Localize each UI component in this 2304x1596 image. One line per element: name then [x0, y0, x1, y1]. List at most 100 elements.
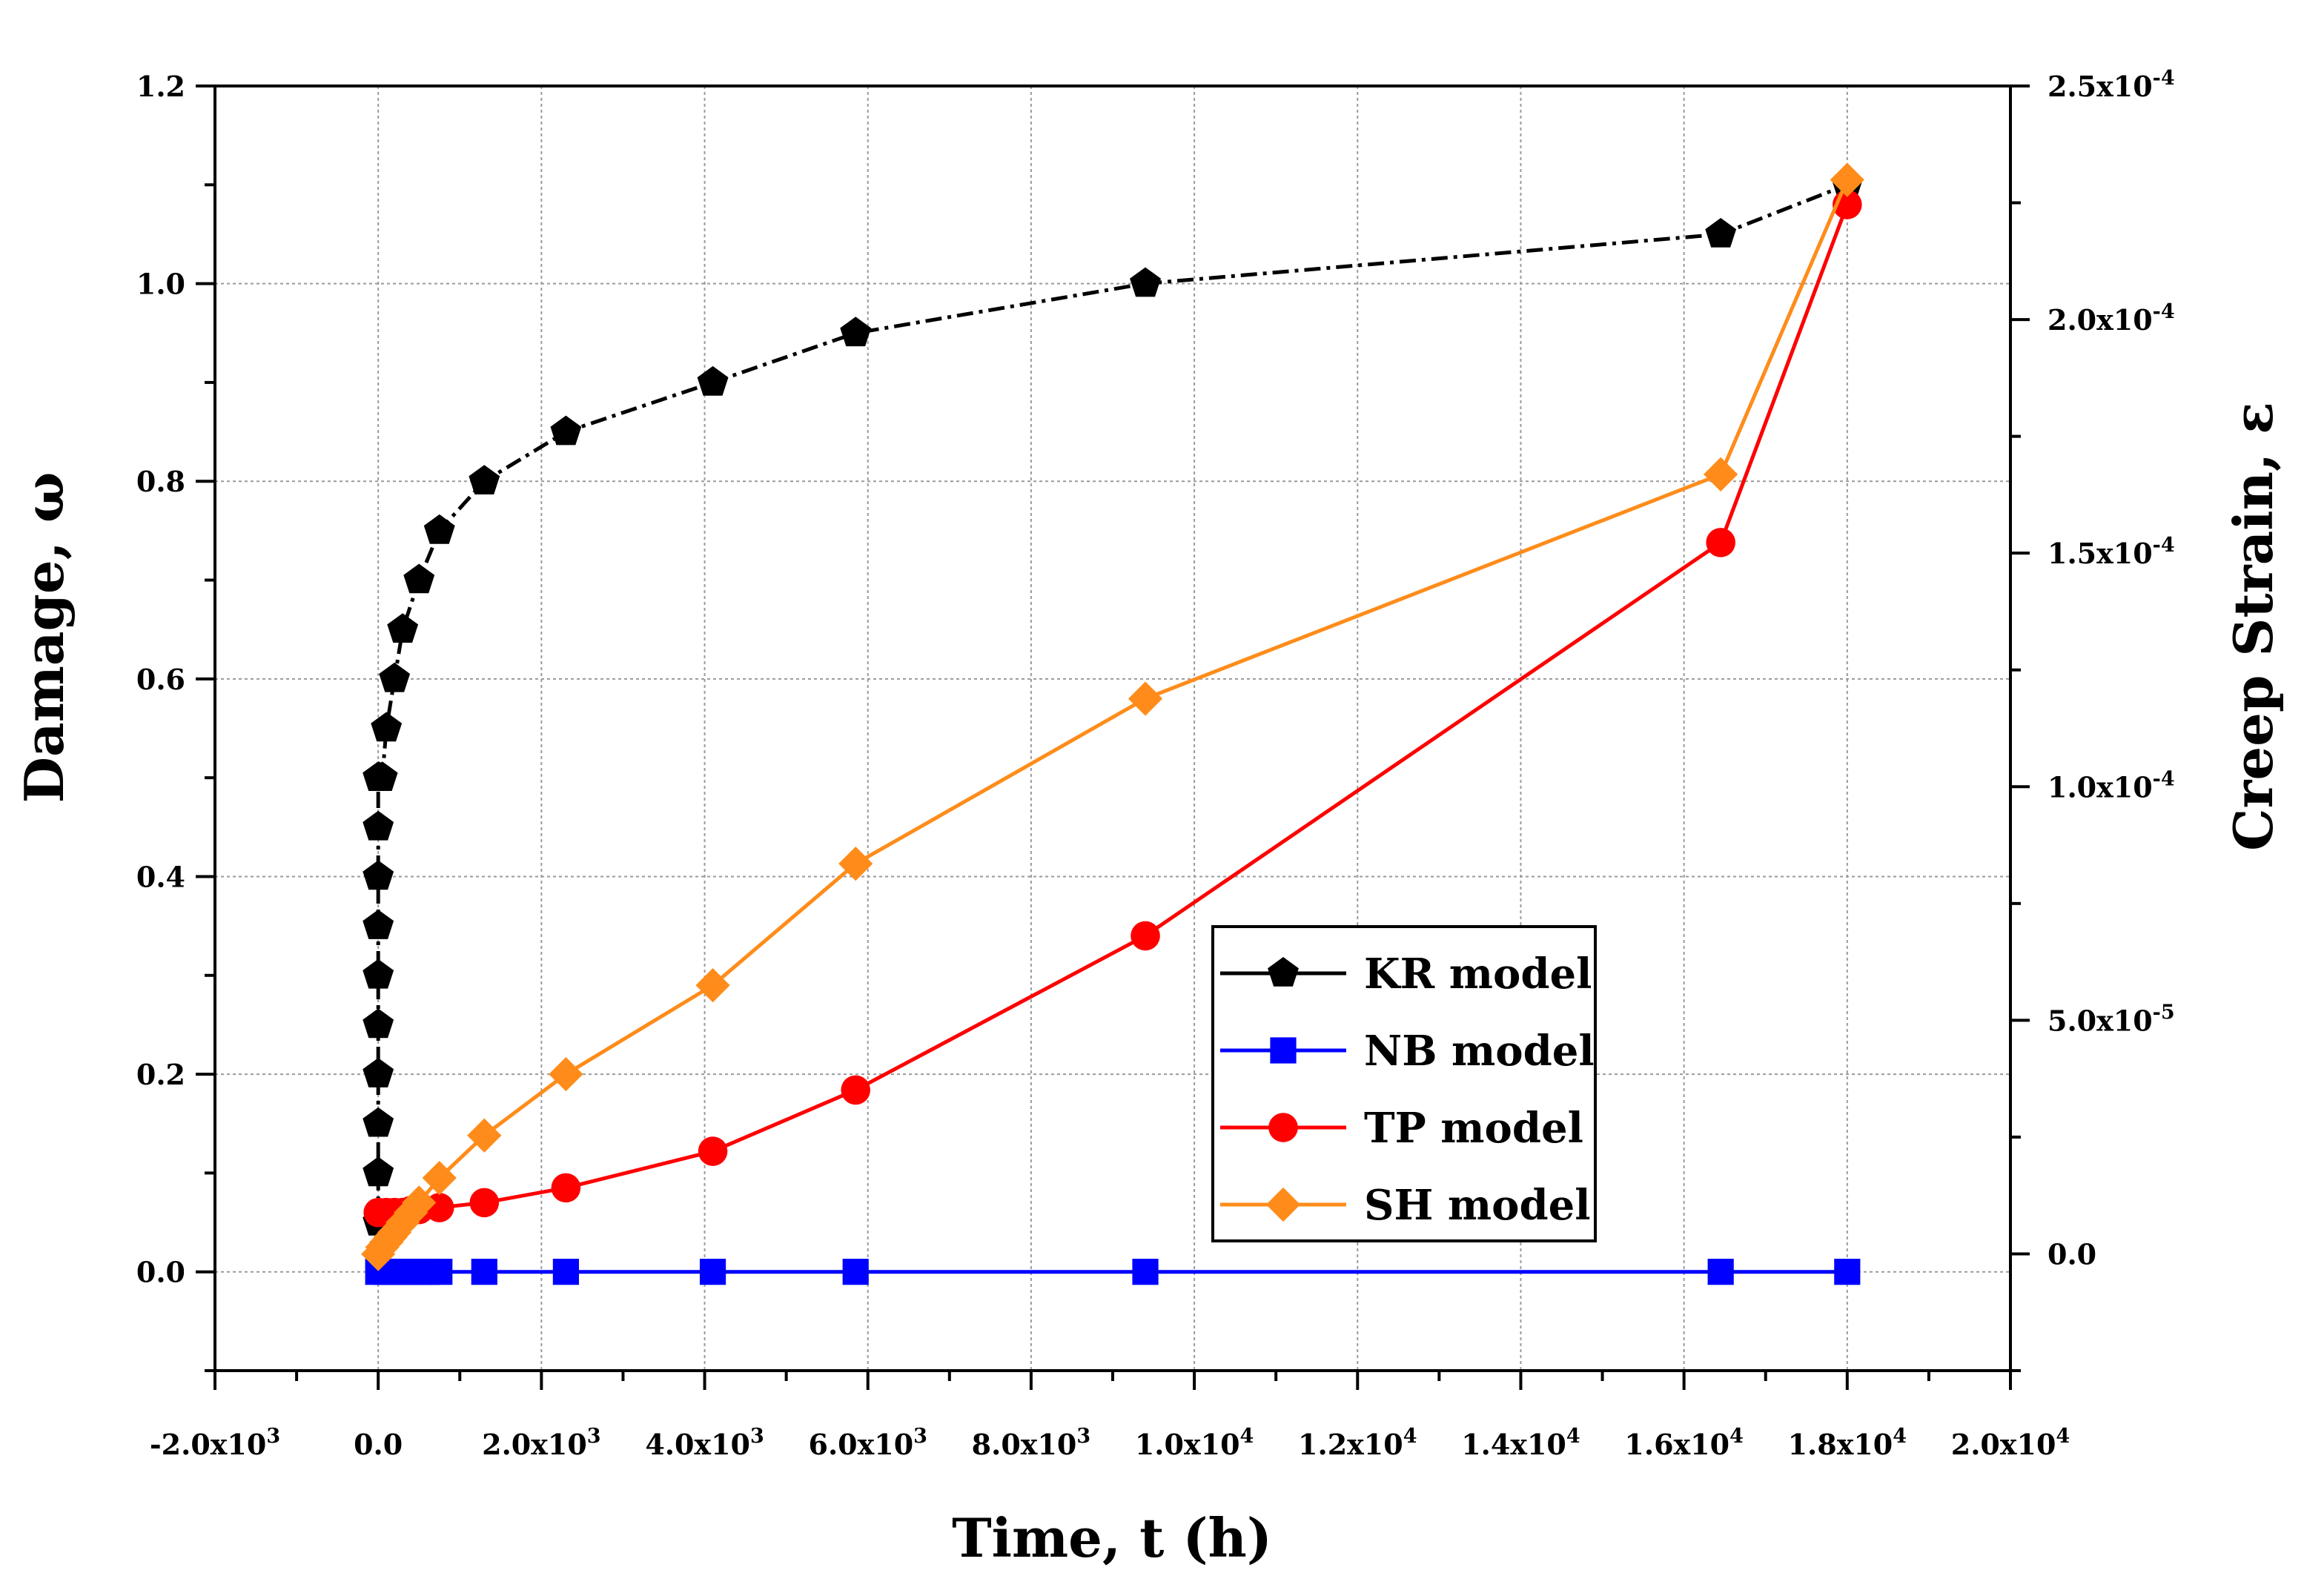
data-point — [426, 1259, 453, 1285]
y-right-tick-label: 1.0x10-4 — [2048, 767, 2175, 804]
x-tick-label: 1.0x104 — [1135, 1425, 1254, 1461]
series-kr — [363, 168, 1863, 1236]
series-markers — [361, 162, 1864, 1271]
y-right-tick-labels: 0.0 5.0x10-5 1.0x10-4 1.5x10-4 2.0x10-4 2.5x1… — [2048, 67, 2175, 1271]
data-point — [1130, 267, 1161, 297]
data-point — [550, 415, 582, 446]
data-point — [1707, 1259, 1734, 1285]
legend-label: SH model — [1364, 1181, 1591, 1230]
legend-entry: TP model — [1220, 1104, 1583, 1153]
x-tick-labels: -2.0x103 0.0 2.0x103 4.0x103 6.0x103 8.0x103 1… — [150, 1425, 2070, 1461]
y-left-axis-title: Damage, ω — [13, 472, 76, 804]
legend-marker — [1268, 957, 1299, 987]
data-point — [423, 514, 455, 544]
legend-marker — [1270, 1037, 1297, 1064]
y-right-axis-title: Creep Strain, ε — [2222, 402, 2285, 851]
legend: KR model NB model TP model SH model — [1211, 925, 1597, 1242]
data-point — [363, 1058, 394, 1087]
data-point — [363, 810, 394, 841]
data-point — [840, 317, 872, 347]
x-tick-label: 1.6x104 — [1624, 1425, 1743, 1461]
data-point — [549, 1056, 583, 1092]
x-axis-title: Time, t (h) — [952, 1506, 1272, 1569]
data-point — [551, 1173, 581, 1203]
data-point — [841, 1075, 871, 1105]
x-tick-label: 6.0x103 — [809, 1425, 927, 1461]
data-point — [467, 1118, 502, 1153]
x-tick-label: 0.0 — [354, 1428, 403, 1461]
series-layer — [361, 162, 1864, 1285]
x-tick-label: 2.0x104 — [1951, 1425, 2070, 1461]
y-left-tick-label: 1.0 — [136, 268, 185, 301]
data-point — [697, 365, 729, 396]
data-point — [1834, 1259, 1861, 1285]
data-point — [1830, 162, 1864, 197]
data-point — [842, 1259, 869, 1285]
data-point — [379, 662, 411, 692]
x-tick-label: 4.0x103 — [645, 1425, 764, 1461]
x-tick-label: 8.0x103 — [972, 1425, 1090, 1461]
x-tick-label: -2.0x103 — [150, 1425, 280, 1461]
y-right-tick-label: 2.0x10-4 — [2048, 300, 2175, 337]
data-point — [469, 1188, 500, 1218]
x-tick-label: 1.2x104 — [1298, 1425, 1417, 1461]
legend-entry: NB model — [1220, 1027, 1595, 1076]
data-point — [471, 1259, 497, 1285]
data-point — [422, 1160, 457, 1196]
data-point — [838, 847, 873, 881]
series-markers — [363, 190, 1862, 1228]
series-sh — [361, 162, 1864, 1271]
plot-frame — [213, 85, 2012, 1372]
series-line — [376, 182, 1848, 1222]
data-point — [552, 1259, 579, 1285]
data-point — [1131, 921, 1160, 951]
grid-lines — [215, 86, 2010, 1371]
series-nb — [365, 1259, 1861, 1285]
data-point — [366, 761, 398, 791]
data-point — [1128, 681, 1163, 716]
x-tick-label: 1.4x104 — [1461, 1425, 1580, 1461]
data-point — [402, 1185, 437, 1220]
data-point — [363, 860, 394, 890]
y-right-tick-label: 1.5x10-4 — [2048, 534, 2175, 570]
data-point — [1705, 218, 1737, 248]
data-point — [363, 910, 394, 939]
data-point — [699, 1259, 726, 1285]
series-markers — [365, 1259, 1861, 1285]
series-tp — [363, 190, 1862, 1228]
legend-label: KR model — [1364, 950, 1592, 999]
series-markers — [363, 168, 1863, 1236]
data-point — [1704, 457, 1738, 491]
x-tick-label: 1.8x104 — [1788, 1425, 1907, 1461]
data-point — [363, 1156, 394, 1187]
data-point — [387, 613, 419, 643]
data-point — [363, 1008, 394, 1039]
y-left-tick-label: 0.6 — [136, 663, 185, 696]
series-line — [377, 179, 1850, 1255]
data-point — [1706, 528, 1735, 557]
legend-label: TP model — [1364, 1104, 1583, 1153]
data-point — [403, 563, 435, 594]
legend-entry: KR model — [1220, 950, 1592, 999]
y-left-tick-label: 0.0 — [136, 1256, 185, 1289]
y-left-tick-label: 0.8 — [136, 465, 185, 498]
data-point — [363, 958, 394, 989]
y-left-tick-label: 1.2 — [136, 70, 185, 103]
tick-marks — [196, 85, 2030, 1390]
data-point — [1132, 1259, 1159, 1285]
data-point — [695, 968, 730, 1003]
y-right-tick-label: 5.0x10-5 — [2048, 1001, 2175, 1037]
legend-marker — [1268, 1113, 1298, 1142]
x-tick-label: 2.0x103 — [482, 1425, 600, 1461]
data-point — [469, 465, 500, 494]
y-right-tick-label: 0.0 — [2048, 1237, 2096, 1271]
data-point — [698, 1136, 728, 1166]
y-left-tick-label: 0.4 — [136, 860, 185, 893]
legend-label: NB model — [1364, 1027, 1595, 1076]
y-left-tick-label: 0.2 — [136, 1058, 185, 1091]
series-line — [378, 204, 1850, 1215]
data-point — [363, 1107, 394, 1137]
y-left-tick-labels: 0.0 0.2 0.4 0.6 0.8 1.0 1.2 — [136, 70, 185, 1289]
y-right-tick-label: 2.5x10-4 — [2048, 67, 2175, 103]
